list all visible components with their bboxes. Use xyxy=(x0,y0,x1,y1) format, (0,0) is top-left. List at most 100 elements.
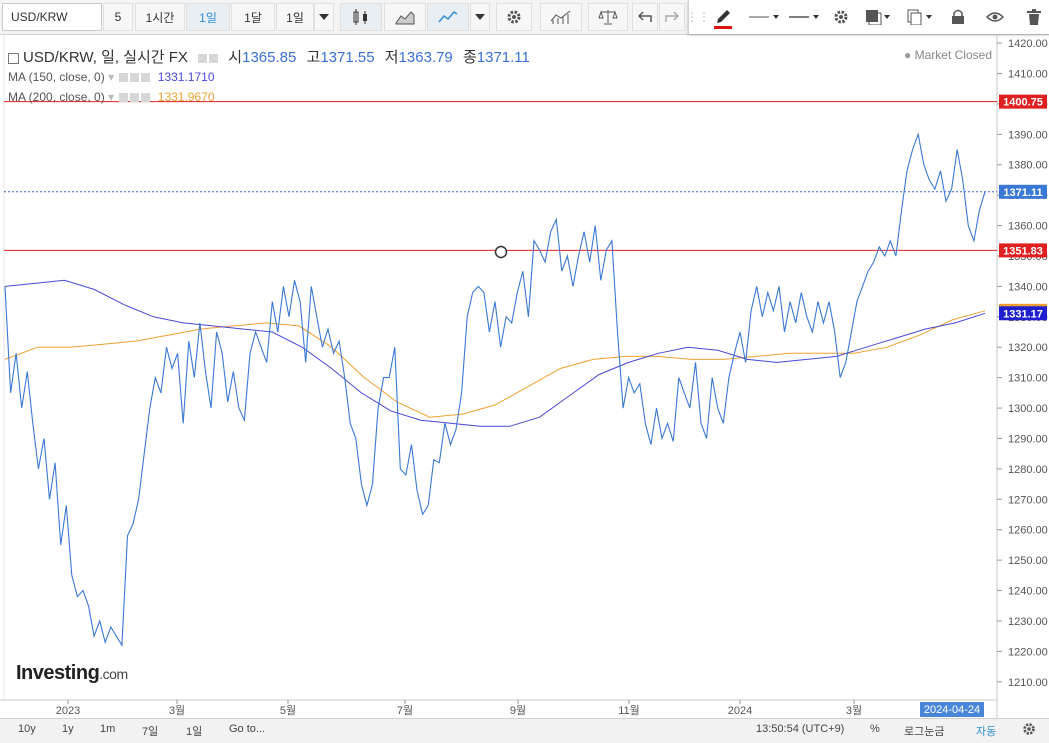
drawing-anchor-handle[interactable] xyxy=(494,245,508,259)
lock-icon[interactable] xyxy=(947,3,969,31)
interval-input[interactable]: 5 xyxy=(103,3,133,31)
clone-icon[interactable] xyxy=(903,3,937,31)
y-tick-label: 1250.00 xyxy=(1008,555,1048,567)
y-tick-label: 1410.00 xyxy=(1008,68,1048,80)
x-cursor-label: 2024-04-24 xyxy=(924,704,980,716)
y-tick-label: 1360.00 xyxy=(1008,221,1048,233)
ma200-close-icon[interactable] xyxy=(141,93,151,103)
ma150-eye-icon[interactable] xyxy=(119,73,129,83)
ma150-chevron-icon[interactable]: ▾ xyxy=(108,70,115,84)
x-tick-label: 2023 xyxy=(56,705,80,717)
open-value: 1365.85 xyxy=(242,49,297,66)
main-legend: USD/KRW, 일, 실시간 FX 시1365.85 고1371.55 저13… xyxy=(8,46,530,67)
low-label: 저 xyxy=(384,49,399,66)
x-tick-label: 7월 xyxy=(397,704,413,717)
trash-icon[interactable] xyxy=(1023,3,1045,31)
gear-icon[interactable] xyxy=(496,3,532,31)
price-label-badge xyxy=(999,306,1047,321)
high-label: 고 xyxy=(306,49,321,66)
drawing-settings-gear-icon[interactable] xyxy=(829,3,853,31)
y-tick-label: 1320.00 xyxy=(1008,342,1048,354)
interval-select[interactable]: 1일 xyxy=(276,3,314,31)
undo-icon[interactable] xyxy=(632,3,658,31)
ma150-value: 1331.1710 xyxy=(157,70,215,84)
price-line xyxy=(4,132,986,648)
ma200-value: 1331.9670 xyxy=(157,90,215,104)
log-scale-toggle[interactable]: 로그눈금 xyxy=(904,726,945,738)
interval-1mo-button[interactable]: 1달 xyxy=(231,3,275,31)
market-status: ● Market Closed xyxy=(904,48,992,62)
line-width-dropdown[interactable] xyxy=(785,3,823,31)
x-tick-label: 9월 xyxy=(510,704,526,717)
price-label-text: 1331.17 xyxy=(1003,308,1043,320)
legend-title: USD/KRW, 일, 실시간 FX xyxy=(23,49,188,66)
symbol-input[interactable]: USD/KRW xyxy=(2,3,102,31)
chevron-down-icon[interactable] xyxy=(314,3,334,31)
y-tick-label: 1240.00 xyxy=(1008,586,1048,598)
compare-scale-icon[interactable] xyxy=(588,3,628,31)
y-tick-label: 1280.00 xyxy=(1008,464,1048,476)
y-tick-label: 1340.00 xyxy=(1008,281,1048,293)
ma200-line xyxy=(4,310,986,418)
chart-type-chevron-icon[interactable] xyxy=(470,3,490,31)
ma200-legend: MA (200, close, 0) ▾ 1331.9670 xyxy=(8,90,215,104)
ma200-eye-icon[interactable] xyxy=(119,93,129,103)
line-style-dropdown[interactable] xyxy=(745,3,783,31)
ma150-gear-icon[interactable] xyxy=(130,73,140,83)
y-tick-label: 1270.00 xyxy=(1008,494,1048,506)
range-1d-button[interactable]: 1일 xyxy=(186,726,203,738)
line-chart-icon[interactable] xyxy=(427,3,469,31)
drawing-toolbar: ⋮⋮ xyxy=(686,0,1049,34)
y-tick-label: 1390.00 xyxy=(1008,129,1048,141)
drag-handle-icon[interactable]: ⋮⋮ xyxy=(686,3,710,31)
ma150-label: MA (150, close, 0) xyxy=(8,70,105,84)
x-tick-label: 3월 xyxy=(169,704,185,717)
ma150-legend: MA (150, close, 0) ▾ 1331.1710 xyxy=(8,70,215,84)
go-to-button[interactable]: Go to... xyxy=(229,723,266,735)
bottom-bar: 10y 1y 1m 7일 1일 Go to... 13:50:54 (UTC+9… xyxy=(0,718,1049,743)
chart-settings-gear-icon[interactable] xyxy=(1021,721,1037,740)
low-value: 1363.79 xyxy=(398,49,453,66)
y-tick-label: 1210.00 xyxy=(1008,677,1048,689)
open-label: 시 xyxy=(228,49,243,66)
indicators-icon[interactable] xyxy=(540,3,582,31)
y-tick-label: 1230.00 xyxy=(1008,616,1048,628)
settings-toggle-icon[interactable] xyxy=(209,53,219,63)
eye-toggle-icon[interactable] xyxy=(198,53,208,63)
range-7d-button[interactable]: 7일 xyxy=(142,726,159,738)
interval-1d-button[interactable]: 1일 xyxy=(186,3,230,31)
x-tick-label: 3월 xyxy=(846,704,862,717)
y-tick-label: 1290.00 xyxy=(1008,433,1048,445)
ma150-line xyxy=(4,279,986,427)
collapse-legend-icon[interactable] xyxy=(8,52,19,64)
percent-toggle[interactable]: % xyxy=(870,723,880,735)
range-1y-button[interactable]: 1y xyxy=(62,723,74,735)
redo-icon[interactable] xyxy=(659,3,685,31)
y-tick-label: 1220.00 xyxy=(1008,646,1048,658)
auto-scale-toggle[interactable]: 자동 xyxy=(976,726,997,738)
area-chart-icon[interactable] xyxy=(384,3,426,31)
interval-1h-button[interactable]: 1시간 xyxy=(135,3,185,31)
close-value: 1371.11 xyxy=(476,49,530,66)
ma200-gear-icon[interactable] xyxy=(130,93,140,103)
price-label-text: 1400.75 xyxy=(1003,97,1043,109)
candlestick-icon[interactable] xyxy=(340,3,382,31)
x-tick-label: 5월 xyxy=(280,704,296,717)
x-tick-label: 11월 xyxy=(618,704,640,717)
range-1m-button[interactable]: 1m xyxy=(100,723,116,735)
eye-icon[interactable] xyxy=(983,3,1007,31)
ma200-chevron-icon[interactable]: ▾ xyxy=(108,90,115,104)
clock-label: 13:50:54 (UTC+9) xyxy=(756,723,845,735)
range-10y-button[interactable]: 10y xyxy=(18,723,36,735)
price-label-badge xyxy=(999,184,1047,199)
ma150-close-icon[interactable] xyxy=(141,73,151,83)
price-label-text: 1351.83 xyxy=(1003,245,1043,257)
layer-order-icon[interactable] xyxy=(861,3,895,31)
y-tick-label: 1300.00 xyxy=(1008,403,1048,415)
high-value: 1371.55 xyxy=(320,49,375,66)
price-label-badge xyxy=(999,243,1047,258)
y-tick-label: 1380.00 xyxy=(1008,160,1048,172)
pencil-icon[interactable] xyxy=(707,3,739,31)
price-label-text: 1371.11 xyxy=(1003,187,1042,199)
